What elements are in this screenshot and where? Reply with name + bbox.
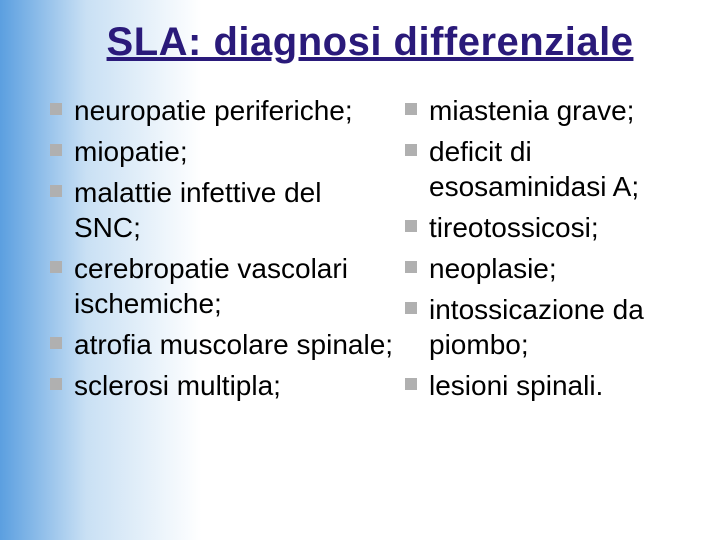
square-bullet-icon [405, 261, 417, 273]
list-item-text: malattie infettive del SNC; [74, 175, 395, 245]
list-item-text: lesioni spinali. [429, 368, 690, 403]
columns-container: neuropatie periferiche; miopatie; malatt… [50, 93, 690, 409]
list-item-text: tireotossicosi; [429, 210, 690, 245]
right-list: miastenia grave; deficit di esosaminidas… [405, 93, 690, 403]
square-bullet-icon [405, 144, 417, 156]
list-item-text: miastenia grave; [429, 93, 690, 128]
list-item-text: intossicazione da piombo; [429, 292, 690, 362]
list-item: deficit di esosaminidasi A; [405, 134, 690, 204]
list-item: atrofia muscolare spinale; [50, 327, 395, 362]
list-item-text: deficit di esosaminidasi A; [429, 134, 690, 204]
list-item-text: sclerosi multipla; [74, 368, 395, 403]
square-bullet-icon [405, 378, 417, 390]
square-bullet-icon [405, 302, 417, 314]
square-bullet-icon [50, 378, 62, 390]
list-item: malattie infettive del SNC; [50, 175, 395, 245]
list-item: miastenia grave; [405, 93, 690, 128]
list-item: sclerosi multipla; [50, 368, 395, 403]
list-item: neoplasie; [405, 251, 690, 286]
left-list: neuropatie periferiche; miopatie; malatt… [50, 93, 395, 403]
list-item: neuropatie periferiche; [50, 93, 395, 128]
square-bullet-icon [50, 144, 62, 156]
slide: SLA: diagnosi differenziale neuropatie p… [0, 0, 720, 540]
square-bullet-icon [50, 261, 62, 273]
list-item: tireotossicosi; [405, 210, 690, 245]
square-bullet-icon [50, 337, 62, 349]
square-bullet-icon [50, 103, 62, 115]
right-column: miastenia grave; deficit di esosaminidas… [405, 93, 690, 409]
list-item-text: neoplasie; [429, 251, 690, 286]
list-item-text: atrofia muscolare spinale; [74, 327, 395, 362]
list-item: lesioni spinali. [405, 368, 690, 403]
slide-title: SLA: diagnosi differenziale [50, 20, 690, 65]
list-item: cerebropatie vascolari ischemiche; [50, 251, 395, 321]
list-item-text: miopatie; [74, 134, 395, 169]
square-bullet-icon [405, 103, 417, 115]
list-item-text: neuropatie periferiche; [74, 93, 395, 128]
left-column: neuropatie periferiche; miopatie; malatt… [50, 93, 395, 409]
list-item: miopatie; [50, 134, 395, 169]
list-item-text: cerebropatie vascolari ischemiche; [74, 251, 395, 321]
list-item: intossicazione da piombo; [405, 292, 690, 362]
square-bullet-icon [50, 185, 62, 197]
square-bullet-icon [405, 220, 417, 232]
